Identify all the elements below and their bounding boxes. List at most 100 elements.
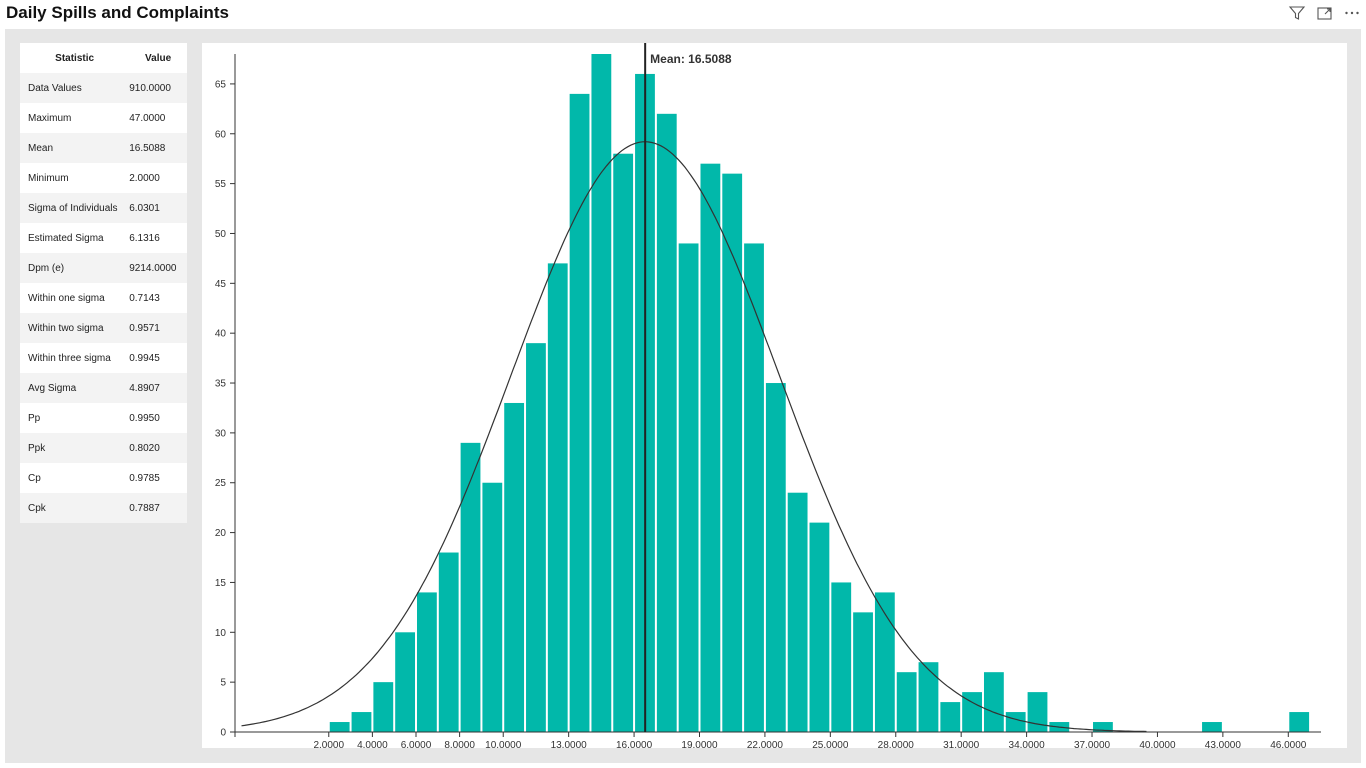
- table-row: Cp 0.9785: [20, 463, 187, 493]
- y-tick-label: 0: [220, 728, 226, 739]
- histogram-bar: [482, 482, 503, 732]
- column-header-value: Value: [145, 52, 172, 64]
- table-row: Dpm (e) 9214.0000: [20, 253, 187, 283]
- x-tick-label: 19.0000: [681, 740, 718, 748]
- table-row: Data Values 910.0000: [20, 73, 187, 103]
- filter-icon[interactable]: [1288, 4, 1306, 22]
- histogram-bar: [591, 54, 612, 732]
- histogram-bar: [678, 243, 699, 733]
- stat-value: 6.0301: [129, 202, 160, 214]
- histogram-bar: [722, 173, 743, 732]
- histogram-bar: [896, 672, 917, 732]
- table-row: Sigma of Individuals 6.0301: [20, 193, 187, 223]
- table-header-row: Statistic Value: [20, 43, 187, 73]
- table-row: Avg Sigma 4.8907: [20, 373, 187, 403]
- histogram-bar: [460, 442, 481, 732]
- y-tick-label: 45: [215, 279, 227, 290]
- x-tick-label: 34.0000: [1009, 740, 1046, 748]
- table-row: Within one sigma 0.7143: [20, 283, 187, 313]
- histogram-bar: [417, 592, 437, 732]
- stat-name: Mean: [28, 142, 54, 154]
- chart-title: Daily Spills and Complaints: [6, 3, 229, 22]
- y-tick-label: 30: [215, 428, 227, 439]
- histogram-bar: [526, 343, 546, 732]
- stat-value: 0.9945: [129, 352, 160, 364]
- table-row: Ppk 0.8020: [20, 433, 187, 463]
- x-tick-label: 37.0000: [1074, 740, 1111, 748]
- table-row: Within three sigma 0.9945: [20, 343, 187, 373]
- stat-value: 4.8907: [129, 382, 160, 394]
- table-row: Within two sigma 0.9571: [20, 313, 187, 343]
- y-tick-label: 20: [215, 528, 227, 539]
- y-tick-label: 65: [215, 79, 227, 90]
- histogram-bar: [329, 722, 350, 732]
- histogram-bar: [765, 383, 786, 732]
- x-tick-label: 10.0000: [485, 740, 522, 748]
- y-tick-label: 40: [215, 329, 227, 340]
- x-tick-label: 43.0000: [1205, 740, 1242, 748]
- x-tick-label: 4.0000: [357, 740, 388, 748]
- stat-name: Dpm (e): [28, 262, 65, 274]
- stat-name: Ppk: [28, 442, 46, 454]
- histogram-bar: [1027, 692, 1048, 732]
- stat-name: Data Values: [28, 82, 82, 94]
- visual-header: Daily Spills and Complaints: [0, 0, 1366, 28]
- histogram-bar: [983, 672, 1004, 732]
- stat-name: Estimated Sigma: [28, 232, 104, 244]
- stat-value: 0.7887: [129, 502, 160, 514]
- stat-value: 6.1316: [129, 232, 160, 244]
- histogram-bar: [613, 153, 634, 732]
- histogram-bar: [962, 692, 982, 732]
- histogram-bar: [373, 682, 394, 732]
- y-tick-label: 50: [215, 229, 227, 240]
- histogram-bar: [918, 662, 939, 732]
- histogram-bar: [504, 402, 525, 732]
- histogram-bar: [1005, 712, 1026, 732]
- y-tick-label: 5: [220, 678, 226, 689]
- x-tick-label: 25.0000: [812, 740, 849, 748]
- x-tick-label: 22.0000: [747, 740, 784, 748]
- x-tick-label: 16.0000: [616, 740, 653, 748]
- histogram-bar: [569, 93, 590, 733]
- histogram-bar: [831, 582, 852, 732]
- histogram-bar: [1202, 722, 1222, 732]
- table-row: Pp 0.9950: [20, 403, 187, 433]
- histogram-bar: [351, 712, 372, 732]
- histogram-panel: 0 5 10 15 20 25 30 35 40 45 50 55 60 65 2.0000 4.0000 6.…: [202, 43, 1347, 748]
- normal-curve: [241, 141, 1147, 733]
- stat-name: Minimum: [28, 172, 69, 184]
- stat-name: Within two sigma: [28, 322, 104, 334]
- y-tick-label: 10: [215, 628, 227, 639]
- stat-value: 0.7143: [129, 292, 160, 304]
- x-tick-label: 31.0000: [943, 740, 980, 748]
- more-options-icon[interactable]: [1343, 4, 1361, 22]
- stat-value: 0.9785: [129, 472, 160, 484]
- stat-name: Maximum: [28, 112, 72, 124]
- x-tick-label: 6.0000: [401, 740, 432, 748]
- stat-name: Within one sigma: [28, 292, 105, 304]
- x-tick-label: 2.0000: [313, 740, 344, 748]
- y-tick-label: 60: [215, 129, 227, 140]
- histogram-bar: [853, 612, 873, 732]
- histogram-bar: [809, 522, 830, 732]
- y-tick-label: 15: [215, 578, 227, 589]
- histogram-bar: [1289, 712, 1310, 732]
- histogram-bar: [700, 163, 721, 733]
- y-tick-label: 55: [215, 179, 227, 190]
- stat-value: 2.0000: [129, 172, 160, 184]
- x-tick-label: 8.0000: [444, 740, 475, 748]
- x-tick-label: 46.0000: [1270, 740, 1307, 748]
- mean-label: Mean: 16.5088: [650, 52, 732, 66]
- stat-name: Cpk: [28, 502, 46, 514]
- x-tick-label: 40.0000: [1139, 740, 1176, 748]
- stat-value: 910.0000: [129, 82, 171, 94]
- stat-name: Sigma of Individuals: [28, 202, 118, 214]
- stat-value: 9214.0000: [129, 262, 177, 274]
- stat-value: 0.9571: [129, 322, 160, 334]
- focus-mode-icon[interactable]: [1316, 4, 1334, 22]
- x-tick-label: 13.0000: [551, 740, 588, 748]
- histogram-bar: [744, 243, 764, 733]
- table-row: Cpk 0.7887: [20, 493, 187, 523]
- y-tick-label: 25: [215, 478, 227, 489]
- table-row: Minimum 2.0000: [20, 163, 187, 193]
